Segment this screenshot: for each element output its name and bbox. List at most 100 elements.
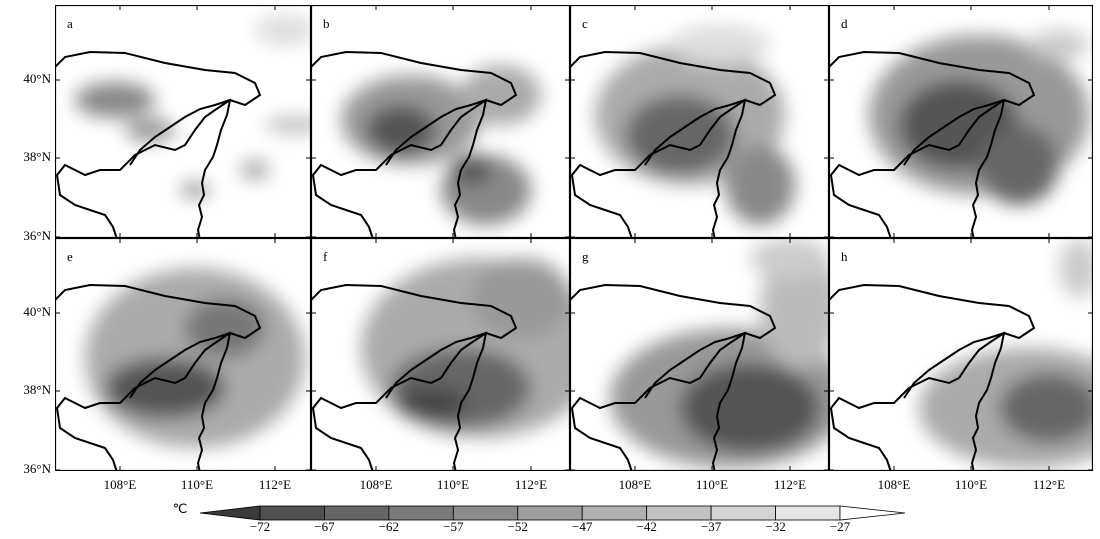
colorbar-extend-low xyxy=(199,505,261,521)
province-border xyxy=(829,50,1036,238)
colorbar-label: −27 xyxy=(830,519,851,534)
province-border xyxy=(829,283,1036,471)
cloud-field xyxy=(75,15,311,198)
province-border xyxy=(311,50,518,238)
map-panel: a xyxy=(55,5,311,238)
colorbar-bin xyxy=(517,505,583,521)
cloud-field xyxy=(869,30,1089,205)
cloud-field xyxy=(361,258,570,438)
cloud xyxy=(461,65,541,125)
lon-tick-label: 112°E xyxy=(259,477,291,492)
lon-tick-label: 112°E xyxy=(1033,477,1065,492)
panel-label: e xyxy=(67,249,73,264)
cloud xyxy=(1029,30,1089,60)
colorbar-label: −42 xyxy=(636,519,656,534)
cloud xyxy=(471,258,570,338)
river-border xyxy=(385,98,488,238)
panel-label: f xyxy=(323,249,328,264)
colorbar-bin xyxy=(646,505,712,521)
map-panel: g xyxy=(570,238,829,471)
map-panel: f xyxy=(311,238,570,471)
lon-tick-label: 112°E xyxy=(774,477,806,492)
panel-frame xyxy=(311,238,570,471)
colorbar-label: −37 xyxy=(701,519,722,534)
cloud xyxy=(255,15,311,45)
cloud xyxy=(185,298,265,358)
cloud xyxy=(180,182,210,198)
panel-label: a xyxy=(67,16,73,31)
map-panel: d xyxy=(829,5,1093,238)
panel-frame xyxy=(829,238,1093,471)
river-border xyxy=(385,331,488,471)
map-panel: h xyxy=(829,238,1093,471)
cloud xyxy=(999,373,1093,443)
cloud-field xyxy=(595,25,795,225)
lon-tick-label: 108°E xyxy=(878,477,911,492)
panel-label: b xyxy=(323,16,330,31)
province-border xyxy=(570,283,777,471)
cloud xyxy=(760,248,829,368)
cloud xyxy=(240,160,270,180)
cloud xyxy=(396,388,466,418)
colorbar-label: −57 xyxy=(443,519,464,534)
colorbar-bin xyxy=(581,505,648,521)
river-border xyxy=(129,98,232,238)
lon-tick-label: 110°E xyxy=(437,477,469,492)
cloud xyxy=(105,358,225,418)
lat-tick-label: 36°N xyxy=(23,228,51,243)
cloud xyxy=(725,145,795,225)
colorbar-bin xyxy=(324,505,390,521)
cloud-field xyxy=(341,65,541,225)
colorbar-bin xyxy=(452,505,519,521)
colorbar-bin xyxy=(775,505,841,521)
province-border xyxy=(55,283,262,471)
panel-frame xyxy=(55,5,311,238)
cloud xyxy=(750,238,829,278)
province-border xyxy=(311,283,518,471)
lat-tick-label: 40°N xyxy=(23,304,51,319)
river-border xyxy=(129,331,232,471)
colorbar-extend-high xyxy=(839,505,906,521)
lat-tick-label: 40°N xyxy=(23,71,51,86)
lat-tick-label: 38°N xyxy=(23,149,51,164)
river-border xyxy=(903,331,1006,471)
colorbar-bin xyxy=(259,505,325,521)
panel-label: h xyxy=(841,249,848,264)
cloud-field xyxy=(85,268,305,448)
cloud xyxy=(979,125,1059,205)
lon-tick-label: 112°E xyxy=(515,477,547,492)
panel-frame xyxy=(311,5,570,238)
lon-tick-label: 110°E xyxy=(696,477,728,492)
map-panel: e xyxy=(55,238,311,471)
cloud xyxy=(1059,238,1093,298)
cloud-field xyxy=(610,238,829,468)
river-border xyxy=(644,98,747,238)
lon-tick-label: 108°E xyxy=(104,477,137,492)
colorbar-unit: ℃ xyxy=(173,501,188,516)
cloud xyxy=(451,155,491,185)
colorbar-label: −72 xyxy=(250,519,270,534)
cloud xyxy=(366,105,436,155)
panel-frame xyxy=(570,5,829,238)
panel-label: g xyxy=(582,249,589,264)
map-panel: b xyxy=(311,5,570,238)
colorbar-label: −62 xyxy=(379,519,399,534)
panel-label: c xyxy=(582,16,588,31)
cloud xyxy=(680,363,820,453)
colorbar-bin xyxy=(710,505,776,521)
panel-frame xyxy=(829,5,1093,238)
province-border xyxy=(570,50,777,238)
river-border xyxy=(903,98,1006,238)
colorbar-label: −52 xyxy=(508,519,528,534)
cloud xyxy=(125,118,175,142)
lon-tick-label: 108°E xyxy=(360,477,393,492)
colorbar-label: −32 xyxy=(765,519,785,534)
panel-label: d xyxy=(841,16,848,31)
cloud xyxy=(670,25,770,65)
lon-tick-label: 108°E xyxy=(619,477,652,492)
cloud-field xyxy=(919,238,1093,468)
colorbar-label: −47 xyxy=(572,519,593,534)
colorbar-label: −67 xyxy=(314,519,335,534)
province-border xyxy=(55,50,262,238)
